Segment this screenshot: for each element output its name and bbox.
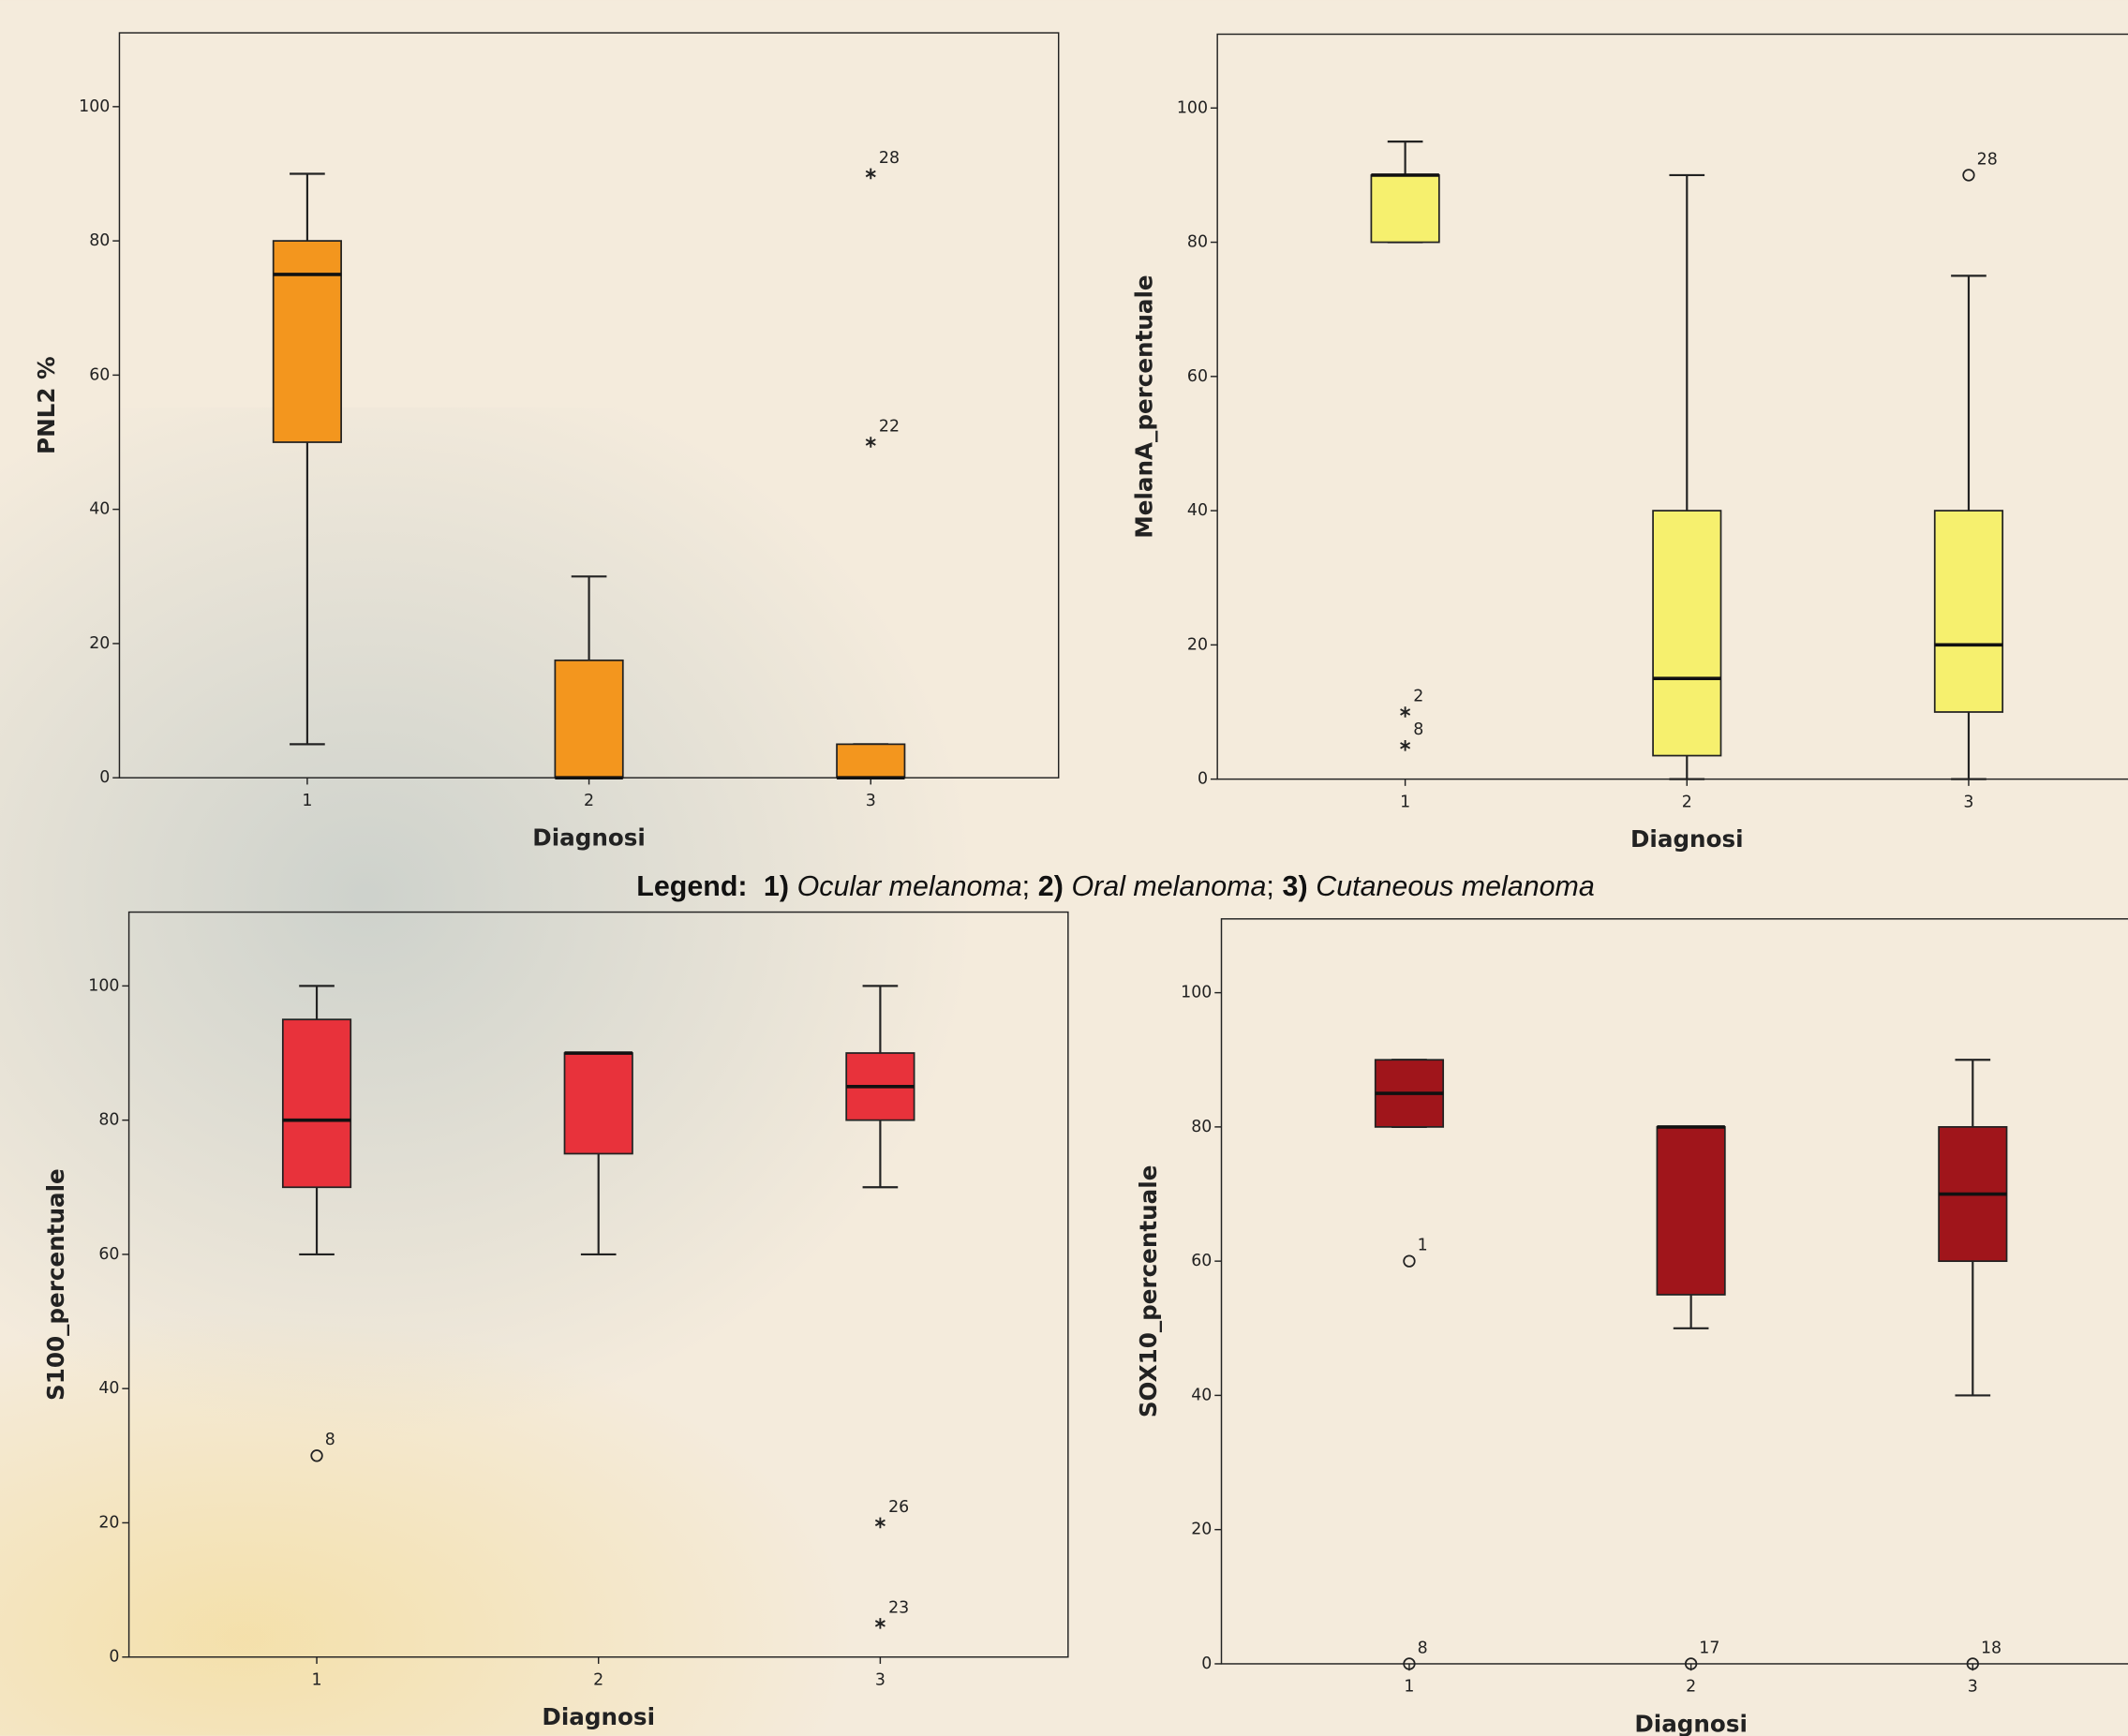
y-tick-label: 100	[1181, 984, 1212, 1002]
legend-title: Legend:	[636, 870, 747, 902]
outlier-label: 28	[879, 149, 900, 168]
outlier-label: 8	[325, 1431, 335, 1449]
legend-text: Cutaneous melanoma	[1316, 870, 1595, 902]
y-tick-label: 20	[1187, 635, 1208, 654]
y-tick-label: 60	[98, 1245, 119, 1264]
outlier-label: 2	[1413, 687, 1423, 705]
box	[555, 660, 622, 778]
background-shade	[0, 1086, 1222, 1736]
y-tick-label: 0	[1198, 770, 1208, 789]
x-tick-label: 1	[312, 1670, 322, 1689]
y-tick-label: 40	[89, 500, 110, 519]
y-axis-label: PNL2 %	[33, 356, 60, 454]
legend-separator: ;	[1266, 870, 1273, 902]
y-axis-label: S100_percentuale	[42, 1168, 69, 1401]
y-tick-label: 80	[98, 1111, 119, 1130]
box	[274, 241, 341, 442]
x-tick-label: 1	[1404, 1678, 1414, 1697]
x-tick-label: 3	[875, 1670, 885, 1689]
y-tick-label: 80	[1187, 233, 1208, 252]
y-tick-label: 0	[109, 1648, 119, 1667]
legend-key: 1)	[764, 870, 789, 902]
box	[1935, 511, 2002, 712]
y-tick-label: 40	[1187, 501, 1208, 520]
legend-key: 2)	[1038, 870, 1064, 902]
x-axis-label: Diagnosi	[532, 824, 646, 852]
outlier-label: 28	[1977, 150, 1998, 169]
outlier-label: 8	[1413, 720, 1423, 739]
y-tick-label: 0	[99, 768, 110, 787]
x-tick-label: 1	[1400, 793, 1410, 811]
outlier-label: 8	[1418, 1639, 1428, 1657]
x-tick-label: 2	[1682, 793, 1692, 811]
y-tick-label: 100	[79, 97, 110, 116]
y-tick-label: 40	[1191, 1386, 1212, 1404]
y-tick-label: 20	[98, 1513, 119, 1532]
y-tick-label: 80	[89, 231, 110, 250]
outlier-label: 18	[1981, 1639, 2002, 1657]
x-tick-label: 2	[593, 1670, 603, 1689]
y-axis-label: SOX10_percentuale	[1135, 1165, 1162, 1418]
legend-text: Ocular melanoma	[797, 870, 1022, 902]
page: Legend:1)Ocular melanoma;2)Oral melanoma…	[0, 0, 2128, 1736]
y-tick-label: 20	[1191, 1521, 1212, 1539]
outlier-label: 17	[1699, 1639, 1719, 1657]
y-axis-label: MelanA_percentuale	[1131, 274, 1158, 538]
y-tick-label: 100	[88, 976, 119, 995]
legend-separator: ;	[1022, 870, 1030, 902]
y-tick-label: 100	[1177, 98, 1208, 117]
x-axis-label: Diagnosi	[1630, 825, 1744, 853]
box	[565, 1053, 632, 1153]
x-axis-label: Diagnosi	[1634, 1710, 1748, 1736]
legend-text: Oral melanoma	[1072, 870, 1267, 902]
y-tick-label: 60	[1187, 367, 1208, 386]
y-tick-label: 80	[1191, 1118, 1212, 1136]
box	[837, 744, 904, 778]
y-tick-label: 60	[1191, 1252, 1212, 1270]
y-tick-label: 0	[1201, 1654, 1212, 1673]
x-tick-label: 2	[1686, 1678, 1696, 1697]
outlier-label: 22	[879, 417, 900, 436]
y-tick-label: 40	[98, 1379, 119, 1398]
x-axis-label: Diagnosi	[542, 1703, 655, 1730]
outlier-label: 26	[888, 1498, 909, 1517]
box	[1653, 511, 1720, 755]
y-tick-label: 20	[89, 634, 110, 653]
legend-key: 3)	[1283, 870, 1308, 902]
x-tick-label: 2	[584, 792, 594, 810]
outlier-label: 1	[1418, 1237, 1428, 1255]
legend: Legend:1)Ocular melanoma;2)Oral melanoma…	[636, 870, 1594, 902]
box	[283, 1019, 350, 1187]
outlier-label: 23	[888, 1598, 909, 1617]
x-tick-label: 3	[1963, 793, 1973, 811]
figure: Legend:1)Ocular melanoma;2)Oral melanoma…	[0, 0, 2128, 1736]
box	[1657, 1127, 1724, 1295]
x-tick-label: 1	[302, 792, 312, 810]
box	[1371, 175, 1438, 243]
y-tick-label: 60	[89, 365, 110, 384]
x-tick-label: 3	[1968, 1678, 1978, 1697]
x-tick-label: 3	[866, 792, 876, 810]
